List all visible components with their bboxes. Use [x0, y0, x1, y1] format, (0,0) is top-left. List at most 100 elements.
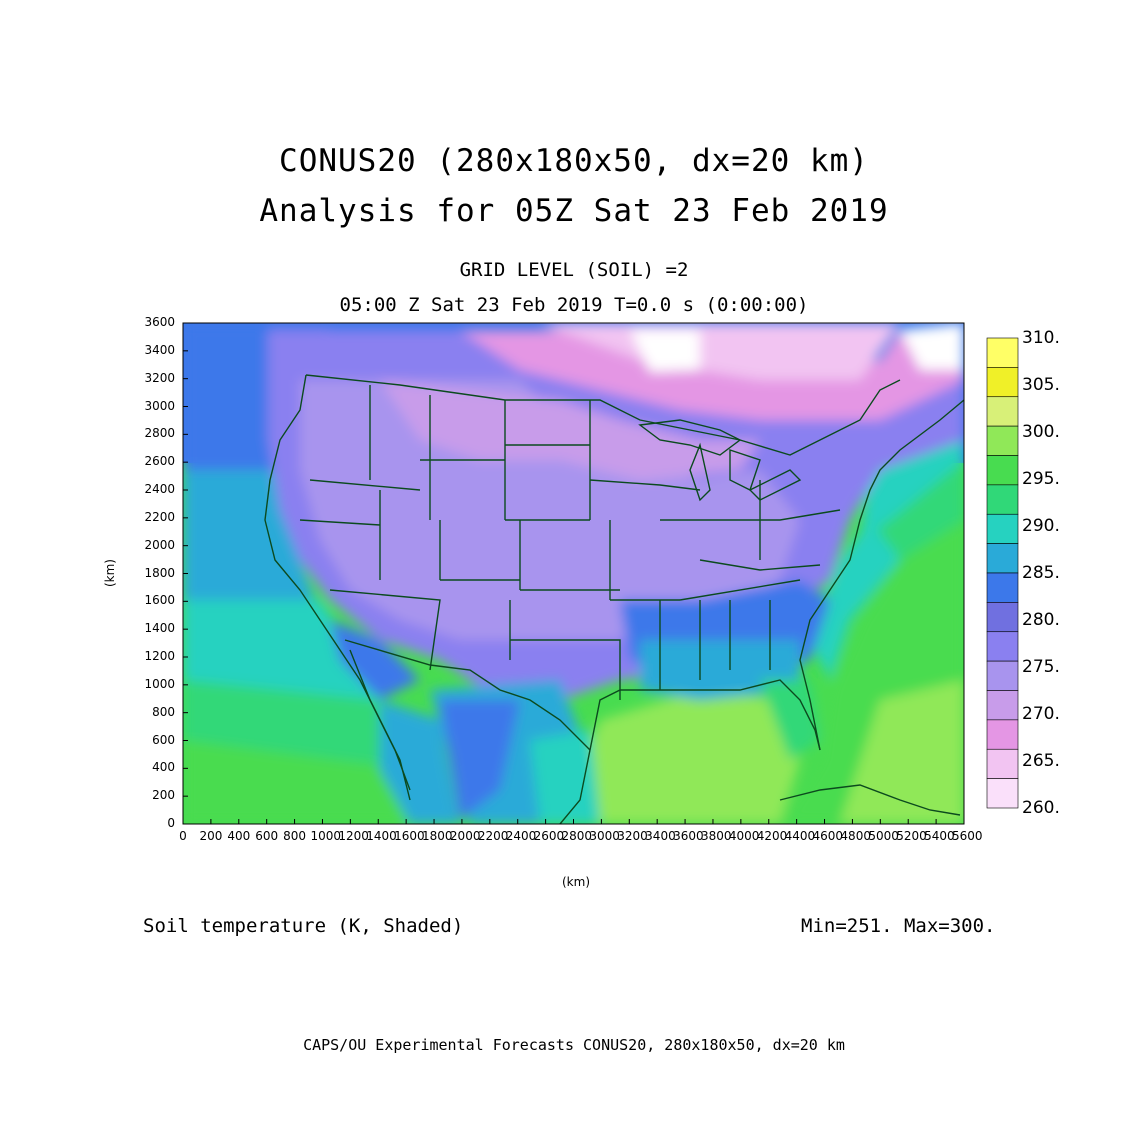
colorbar-swatch: [986, 455, 1019, 486]
x-tick-label: 2000: [449, 829, 481, 843]
x-tick-label: 4000: [728, 829, 760, 843]
x-tick-label: 4600: [812, 829, 844, 843]
colorbar-label: 280.: [1022, 610, 1060, 630]
colorbar-swatch: [986, 690, 1019, 721]
subtitle-valid-time: 05:00 Z Sat 23 Feb 2019 T=0.0 s (0:00:00…: [339, 294, 809, 316]
y-tick-label: 3000: [144, 398, 175, 413]
x-tick-label: 5600: [952, 829, 983, 843]
x-tick-label: 3600: [673, 829, 704, 843]
baja-coast: [349, 649, 411, 791]
x-tick-label: 5000: [868, 829, 899, 843]
y-tick-label: 1400: [144, 621, 175, 636]
y-tick-marks: [183, 322, 188, 825]
y-tick-label: 3600: [144, 315, 175, 329]
footer-credit: CAPS/OU Experimental Forecasts CONUS20, …: [303, 1036, 845, 1054]
lake-superior: [638, 419, 742, 456]
x-tick-label: 3400: [645, 829, 676, 843]
y-axis-label: (km): [103, 558, 118, 588]
atlantic-coastline: [799, 399, 964, 751]
x-tick-label: 4800: [840, 829, 871, 843]
colorbar-swatch: [986, 719, 1019, 750]
x-axis-label: (km): [562, 875, 591, 889]
x-tick-label: 1600: [394, 829, 425, 843]
colorbar-label: 290.: [1022, 516, 1060, 536]
lake-michigan: [689, 442, 711, 502]
mexico-gulf-coast: [559, 749, 591, 824]
colorbar: [986, 337, 1019, 809]
x-tick-label: 600: [255, 829, 279, 843]
y-tick-label: 0: [167, 816, 175, 830]
y-tick-label: 2200: [144, 509, 175, 524]
subtitle-grid-level: GRID LEVEL (SOIL) =2: [459, 259, 689, 281]
x-tick-label: 4400: [784, 829, 816, 843]
colorbar-swatch: [986, 572, 1019, 603]
y-tick-label: 400: [152, 760, 175, 775]
x-tick-label: 1200: [338, 829, 369, 843]
y-tick-label: 1000: [144, 676, 175, 691]
colorbar-swatch: [986, 748, 1019, 779]
x-tick-label: 200: [199, 829, 223, 843]
colorbar-swatch: [986, 367, 1019, 398]
colorbar-label: 305.: [1022, 375, 1060, 395]
y-tick-label: 200: [152, 788, 175, 803]
x-tick-label: 4200: [756, 829, 788, 843]
y-tick-label: 2000: [144, 537, 175, 552]
colorbar-swatch: [986, 396, 1019, 427]
y-tick-label: 600: [152, 732, 175, 747]
canada-us-border: [305, 374, 901, 456]
x-tick-label: 5200: [896, 829, 927, 843]
x-tick-label: 5400: [924, 829, 955, 843]
colorbar-label: 285.: [1022, 563, 1060, 583]
colorbar-swatch: [986, 631, 1019, 662]
x-tick-label: 800: [283, 829, 307, 843]
x-tick-label: 3800: [700, 829, 732, 843]
x-tick-label: 1000: [310, 829, 341, 843]
gulf-coastline: [589, 679, 821, 751]
colorbar-swatch: [986, 543, 1019, 574]
x-tick-label: 2400: [505, 829, 537, 843]
x-tick-label: 2200: [477, 829, 509, 843]
y-tick-label: 1600: [144, 593, 175, 608]
x-tick-label: 3000: [589, 829, 620, 843]
y-tick-label: 800: [152, 704, 175, 719]
colorbar-label: 310.: [1022, 328, 1060, 348]
colorbar-label: 270.: [1022, 704, 1060, 724]
colorbar-swatch: [986, 778, 1019, 809]
x-tick-label: 1800: [422, 829, 453, 843]
colorbar-swatch: [986, 602, 1019, 633]
x-tick-label: 2600: [533, 829, 565, 843]
x-tick-label: 2800: [561, 829, 593, 843]
y-tick-label: 3200: [144, 370, 175, 385]
y-tick-label: 1800: [144, 565, 175, 580]
field-description: Soil temperature (K, Shaded): [143, 915, 464, 937]
mexico-us-border: [344, 639, 591, 751]
x-tick-label: 3200: [617, 829, 648, 843]
colorbar-swatch: [986, 660, 1019, 691]
soil-temperature-field: [183, 323, 964, 824]
y-tick-label: 3400: [144, 342, 175, 357]
cuba-outline: [779, 784, 961, 816]
plot-title-line1: CONUS20 (280x180x50, dx=20 km): [279, 143, 869, 179]
colorbar-swatch: [986, 337, 1019, 368]
y-tick-label: 1200: [144, 649, 175, 663]
colorbar-label: 300.: [1022, 422, 1060, 442]
plot-title-line2: Analysis for 05Z Sat 23 Feb 2019: [259, 193, 889, 229]
x-tick-label: 400: [227, 829, 251, 843]
colorbar-swatch: [986, 484, 1019, 515]
colorbar-label: 295.: [1022, 469, 1060, 489]
colorbar-swatch: [986, 425, 1019, 456]
coastlines-and-borders: [264, 374, 964, 824]
x-tick-label: 1400: [366, 829, 397, 843]
colorbar-label: 265.: [1022, 751, 1060, 771]
x-tick-marks: [182, 819, 965, 824]
colorbar-label: 275.: [1022, 657, 1060, 677]
y-tick-label: 2400: [144, 482, 175, 496]
colorbar-label: 260.: [1022, 798, 1060, 818]
x-tick-label: 0: [179, 829, 187, 843]
colorbar-swatch: [986, 513, 1019, 544]
field-min-max: Min=251. Max=300.: [801, 915, 996, 937]
lake-erie: [748, 469, 802, 501]
y-tick-label: 2800: [144, 426, 175, 441]
y-tick-label: 2600: [144, 454, 175, 469]
